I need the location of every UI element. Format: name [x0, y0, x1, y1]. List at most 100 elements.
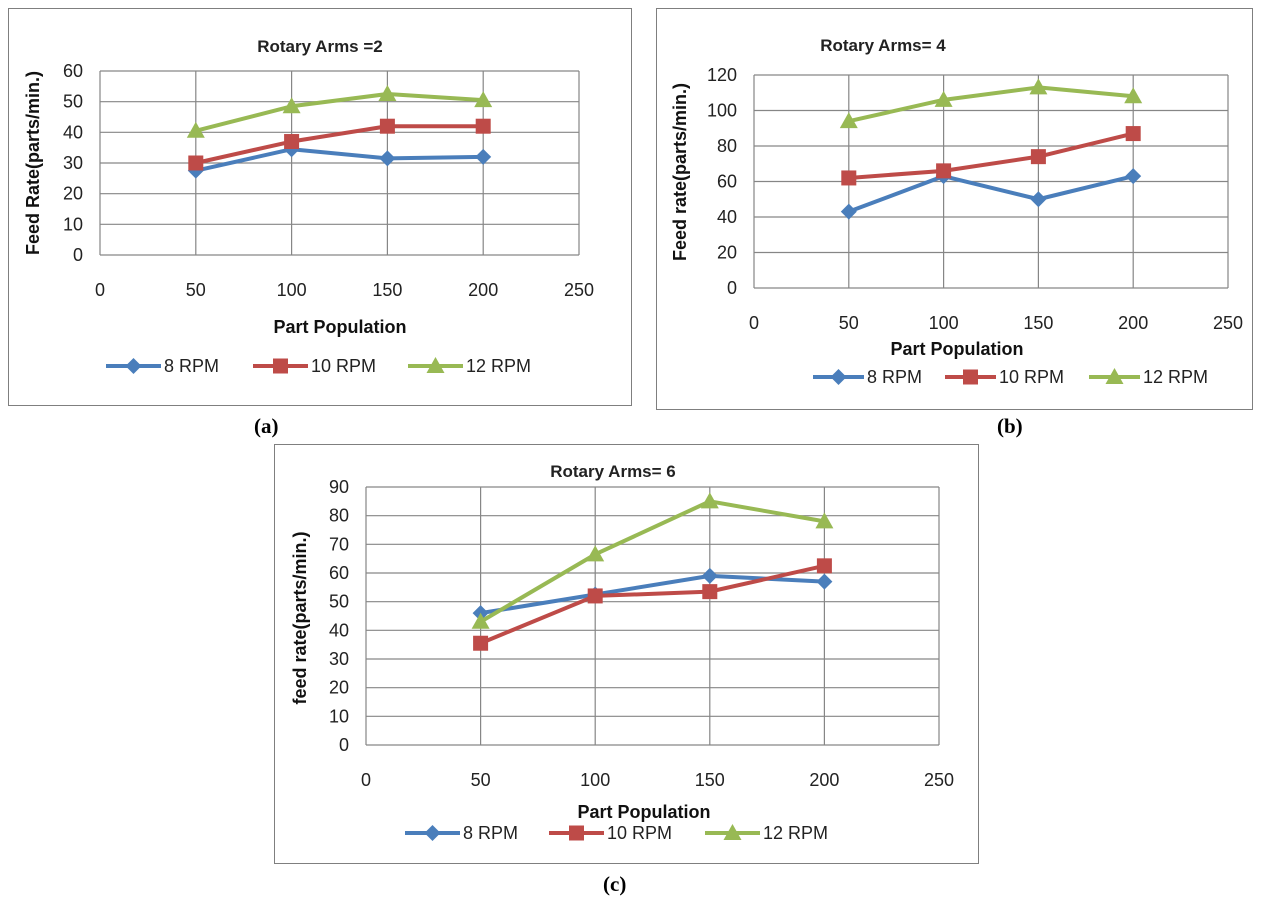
- series-line-12-rpm: [195, 92, 484, 133]
- legend-label-12-rpm: 12 RPM: [1143, 367, 1208, 387]
- data-point-10-rpm: [188, 155, 204, 171]
- y-tick-label: 10: [63, 214, 83, 234]
- data-point-12-rpm: [186, 121, 205, 138]
- data-point-12-rpm: [474, 91, 493, 108]
- legend-marker-12-rpm: [426, 357, 445, 373]
- data-point-12-rpm: [815, 512, 834, 529]
- data-point-12-rpm: [471, 612, 490, 629]
- y-tick-label: 30: [63, 153, 83, 173]
- y-tick-label: 0: [339, 735, 349, 755]
- series-line-10-rpm: [479, 563, 825, 646]
- caption-a: (a): [254, 414, 279, 438]
- x-tick-label: 0: [361, 770, 371, 790]
- line-chart-rotary-arms-6: 0 10 20 30 40 50 60 70 80 90 0 50 100 150 200 250 Rotary…: [290, 462, 954, 843]
- legend-label-10-rpm: 10 RPM: [999, 367, 1064, 387]
- chart-panel-c: 0 10 20 30 40 50 60 70 80 90 0 50 100 150 200 250 Rotary…: [274, 444, 979, 864]
- y-tick-label: 20: [63, 184, 83, 204]
- data-point-12-rpm: [586, 545, 605, 562]
- chart-title: Rotary Arms= 6: [550, 462, 676, 481]
- y-tick-label: 60: [717, 172, 737, 192]
- data-point-12-rpm: [1029, 78, 1048, 95]
- x-tick-label: 250: [564, 280, 594, 300]
- caption-c: (c): [603, 872, 627, 896]
- legend-marker-12-rpm: [1105, 368, 1124, 384]
- legend-label-8-rpm: 8 RPM: [463, 823, 518, 843]
- line-chart-rotary-arms-4: 0 20 40 60 80 100 120 0 50 100 150 200 250 Rotary Arm…: [670, 36, 1243, 387]
- data-point-10-rpm: [379, 118, 395, 134]
- x-tick-label: 150: [695, 770, 725, 790]
- data-point-10-rpm: [816, 558, 832, 574]
- y-tick-label: 80: [329, 506, 349, 526]
- chart-panel-a: 0 10 20 30 40 50 60 0 50 100 150 200 250 Rotary Arms …: [8, 8, 632, 406]
- y-axis-label: Feed rate(parts/min.): [670, 83, 690, 261]
- data-point-10-rpm: [1030, 149, 1046, 165]
- chart-title: Rotary Arms= 4: [820, 36, 946, 55]
- data-point-10-rpm: [475, 118, 491, 134]
- x-tick-label: 200: [1118, 313, 1148, 333]
- x-tick-label: 50: [839, 313, 859, 333]
- legend-marker-10-rpm: [963, 369, 978, 385]
- legend-label-12-rpm: 12 RPM: [763, 823, 828, 843]
- legend-label-10-rpm: 10 RPM: [607, 823, 672, 843]
- y-tick-label: 0: [727, 278, 737, 298]
- legend-marker-10-rpm: [273, 358, 288, 374]
- y-tick-label: 50: [63, 92, 83, 112]
- series-line-8-rpm: [195, 147, 484, 173]
- y-tick-label: 70: [329, 534, 349, 554]
- x-tick-label: 250: [924, 770, 954, 790]
- y-tick-label: 20: [717, 243, 737, 263]
- y-tick-label: 10: [329, 706, 349, 726]
- data-point-10-rpm: [473, 635, 489, 651]
- caption-b: (b): [997, 414, 1023, 438]
- y-tick-label: 60: [63, 61, 83, 81]
- series-line-8-rpm: [848, 174, 1134, 214]
- y-tick-label: 40: [717, 207, 737, 227]
- data-point-10-rpm: [1125, 126, 1141, 142]
- chart-panel-b: 0 20 40 60 80 100 120 0 50 100 150 200 250 Rotary Arm…: [656, 8, 1253, 410]
- legend-label-8-rpm: 8 RPM: [164, 356, 219, 376]
- y-tick-label: 20: [329, 678, 349, 698]
- x-tick-label: 0: [95, 280, 105, 300]
- data-point-12-rpm: [839, 112, 858, 129]
- legend-marker-8-rpm: [125, 358, 142, 374]
- data-point-12-rpm: [700, 492, 719, 509]
- chart-title: Rotary Arms =2: [257, 37, 383, 56]
- data-point-12-rpm: [282, 97, 301, 114]
- x-tick-label: 150: [372, 280, 402, 300]
- line-chart-rotary-arms-2: 0 10 20 30 40 50 60 0 50 100 150 200 250 Rotary Arms …: [23, 37, 594, 376]
- y-tick-label: 50: [329, 592, 349, 612]
- x-tick-label: 50: [186, 280, 206, 300]
- x-tick-label: 200: [468, 280, 498, 300]
- data-point-8-rpm: [840, 203, 857, 220]
- y-tick-label: 60: [329, 563, 349, 583]
- x-tick-label: 100: [580, 770, 610, 790]
- series-line-12-rpm: [848, 85, 1134, 124]
- x-axis-label: Part Population: [890, 339, 1023, 359]
- x-axis-label: Part Population: [577, 802, 710, 822]
- data-point-12-rpm: [934, 90, 953, 107]
- y-tick-label: 40: [63, 122, 83, 142]
- y-tick-label: 0: [73, 245, 83, 265]
- legend-marker-8-rpm: [424, 825, 441, 841]
- data-point-10-rpm: [587, 588, 603, 604]
- y-tick-label: 90: [329, 477, 349, 497]
- data-point-8-rpm: [475, 148, 492, 165]
- data-point-8-rpm: [1030, 191, 1047, 208]
- legend-marker-10-rpm: [569, 825, 584, 841]
- data-point-8-rpm: [816, 573, 833, 590]
- data-point-10-rpm: [284, 134, 300, 150]
- legend-marker-8-rpm: [830, 369, 847, 385]
- y-tick-label: 120: [707, 65, 737, 85]
- x-tick-label: 150: [1023, 313, 1053, 333]
- y-tick-label: 30: [329, 649, 349, 669]
- x-tick-label: 100: [277, 280, 307, 300]
- x-tick-label: 0: [749, 313, 759, 333]
- y-axis-label: feed rate(parts/min.): [290, 531, 310, 704]
- x-tick-label: 50: [471, 770, 491, 790]
- data-point-10-rpm: [702, 584, 718, 600]
- series-line-10-rpm: [195, 124, 484, 165]
- x-tick-label: 250: [1213, 313, 1243, 333]
- legend-label-10-rpm: 10 RPM: [311, 356, 376, 376]
- data-point-12-rpm: [1124, 87, 1143, 104]
- data-point-8-rpm: [701, 567, 718, 584]
